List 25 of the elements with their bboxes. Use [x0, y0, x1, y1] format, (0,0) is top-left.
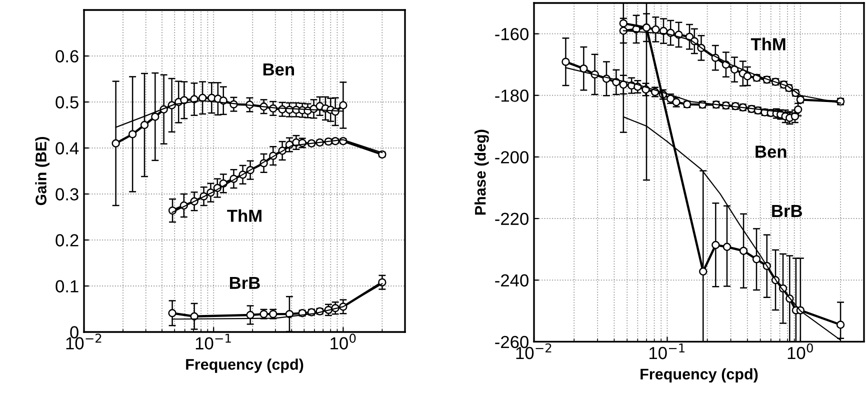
series-label: ThM [750, 38, 786, 50]
y-axis-title: Gain (BE) [35, 136, 50, 206]
y-tick-label: 0.5 [56, 96, 78, 108]
y-tick-label: 0.3 [56, 188, 78, 200]
x-tick-label: 10$^{0}$ [330, 334, 356, 350]
y-tick-label: -180 [495, 90, 528, 102]
x-axis-title: Frequency (cpd) [186, 358, 304, 373]
y-tick-label: 0.2 [56, 234, 78, 246]
y-tick-label: 0.1 [56, 280, 78, 292]
y-tick-label: -240 [495, 274, 528, 287]
y-tick-label: -200 [495, 151, 528, 164]
x-tick-label: 10$^{0}$ [788, 343, 813, 360]
y-axis-title: Phase (deg) [474, 130, 489, 215]
series-label: Ben [263, 63, 294, 76]
y-tick-label: -160 [495, 28, 528, 40]
series-label: Ben [756, 146, 786, 158]
x-axis-title: Frequency (cpd) [640, 368, 758, 383]
series-label: ThM [227, 209, 262, 222]
y-tick-label: 0.4 [56, 142, 79, 154]
x-tick-label: 10$^{−1}$ [196, 334, 231, 350]
series-label: BrB [230, 276, 260, 289]
y-tick-label: -220 [495, 212, 528, 225]
y-tick-label: 0.6 [56, 50, 78, 62]
text: BrB [772, 205, 802, 217]
x-tick-label: 10$^{−1}$ [650, 344, 684, 360]
